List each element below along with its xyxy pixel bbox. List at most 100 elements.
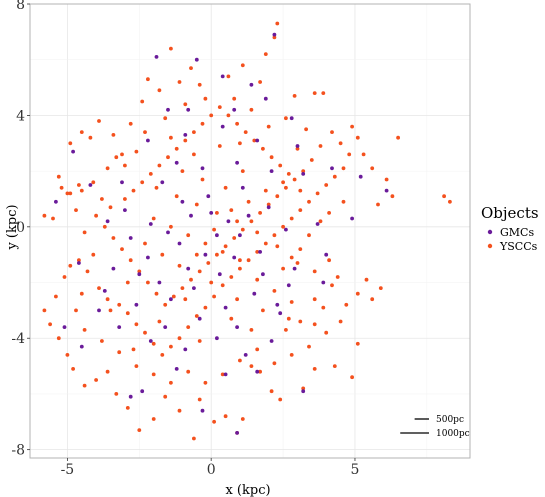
point-ysccs	[269, 155, 274, 160]
point-gmcs	[350, 216, 354, 221]
point-ysccs	[226, 74, 231, 79]
x-tick-label: 0	[207, 462, 216, 478]
point-ysccs	[91, 252, 96, 257]
point-ysccs	[154, 185, 159, 190]
point-ysccs	[341, 199, 346, 204]
point-gmcs	[249, 82, 254, 87]
point-ysccs	[65, 191, 70, 196]
point-gmcs	[284, 227, 288, 232]
point-ysccs	[128, 258, 133, 263]
point-ysccs	[114, 392, 119, 396]
point-gmcs	[243, 353, 248, 357]
y-tick-label: -8	[11, 443, 25, 459]
point-ysccs	[232, 96, 237, 101]
point-ysccs	[183, 102, 188, 107]
point-ysccs	[255, 347, 260, 352]
point-ysccs	[111, 133, 116, 137]
point-ysccs	[100, 197, 104, 201]
point-ysccs	[189, 66, 193, 70]
point-ysccs	[151, 341, 156, 346]
point-ysccs	[312, 269, 317, 274]
point-ysccs	[125, 406, 130, 410]
point-ysccs	[117, 302, 122, 307]
legend-label-gmcs: GMCs	[500, 226, 534, 239]
point-ysccs	[125, 280, 130, 285]
point-ysccs	[266, 202, 271, 207]
point-ysccs	[252, 138, 257, 143]
point-ysccs	[186, 369, 191, 374]
point-ysccs	[284, 116, 288, 121]
point-ysccs	[177, 263, 182, 268]
point-ysccs	[217, 144, 222, 148]
point-gmcs	[117, 325, 122, 329]
point-ysccs	[148, 172, 153, 176]
point-gmcs	[258, 250, 262, 254]
point-ysccs	[263, 241, 268, 246]
point-gmcs	[246, 213, 251, 218]
point-ysccs	[59, 185, 64, 190]
point-gmcs	[148, 339, 153, 343]
point-ysccs	[272, 233, 277, 238]
point-gmcs	[321, 280, 326, 285]
point-ysccs	[324, 183, 329, 187]
point-ysccs	[258, 369, 262, 374]
point-ysccs	[146, 77, 150, 82]
panel-background	[30, 4, 470, 458]
point-ysccs	[123, 197, 127, 201]
point-gmcs	[215, 336, 219, 341]
scale-bar-label: 1000pc	[436, 429, 470, 439]
point-ysccs	[108, 308, 113, 313]
point-gmcs	[192, 286, 196, 290]
point-ysccs	[169, 135, 173, 140]
point-gmcs	[157, 280, 162, 285]
point-ysccs	[327, 211, 331, 215]
point-ysccs	[203, 96, 208, 101]
point-ysccs	[163, 116, 168, 121]
point-ysccs	[197, 82, 202, 87]
point-ysccs	[238, 358, 242, 363]
point-gmcs	[289, 116, 294, 121]
point-gmcs	[220, 74, 225, 79]
point-ysccs	[235, 121, 240, 126]
point-ysccs	[263, 188, 268, 193]
point-ysccs	[315, 191, 320, 196]
point-ysccs	[209, 280, 214, 285]
point-ysccs	[304, 127, 308, 132]
point-ysccs	[284, 185, 288, 190]
point-ysccs	[68, 141, 73, 146]
point-gmcs	[88, 183, 93, 187]
point-ysccs	[240, 417, 245, 421]
point-ysccs	[284, 328, 288, 332]
point-gmcs	[278, 311, 283, 316]
point-ysccs	[272, 35, 277, 40]
point-ysccs	[169, 224, 173, 229]
point-ysccs	[54, 294, 58, 299]
point-gmcs	[186, 266, 191, 271]
point-ysccs	[327, 258, 331, 263]
point-ysccs	[105, 166, 110, 171]
point-ysccs	[275, 21, 280, 26]
point-ysccs	[169, 380, 173, 385]
point-gmcs	[235, 431, 240, 435]
point-gmcs	[272, 32, 277, 37]
point-ysccs	[240, 227, 245, 232]
point-gmcs	[134, 302, 139, 307]
point-ysccs	[240, 169, 245, 174]
point-ysccs	[442, 194, 446, 199]
point-ysccs	[220, 250, 225, 254]
legend-swatch-gmcs	[487, 229, 493, 235]
point-ysccs	[229, 275, 234, 279]
point-ysccs	[120, 247, 124, 252]
point-ysccs	[243, 130, 248, 135]
point-ysccs	[350, 375, 354, 380]
point-ysccs	[157, 163, 162, 168]
point-ysccs	[298, 319, 303, 324]
point-ysccs	[151, 417, 156, 421]
point-ysccs	[102, 224, 107, 229]
point-ysccs	[51, 216, 55, 221]
point-ysccs	[71, 367, 75, 371]
point-gmcs	[200, 408, 205, 413]
point-ysccs	[94, 378, 98, 382]
point-gmcs	[209, 211, 214, 215]
point-ysccs	[97, 119, 101, 123]
